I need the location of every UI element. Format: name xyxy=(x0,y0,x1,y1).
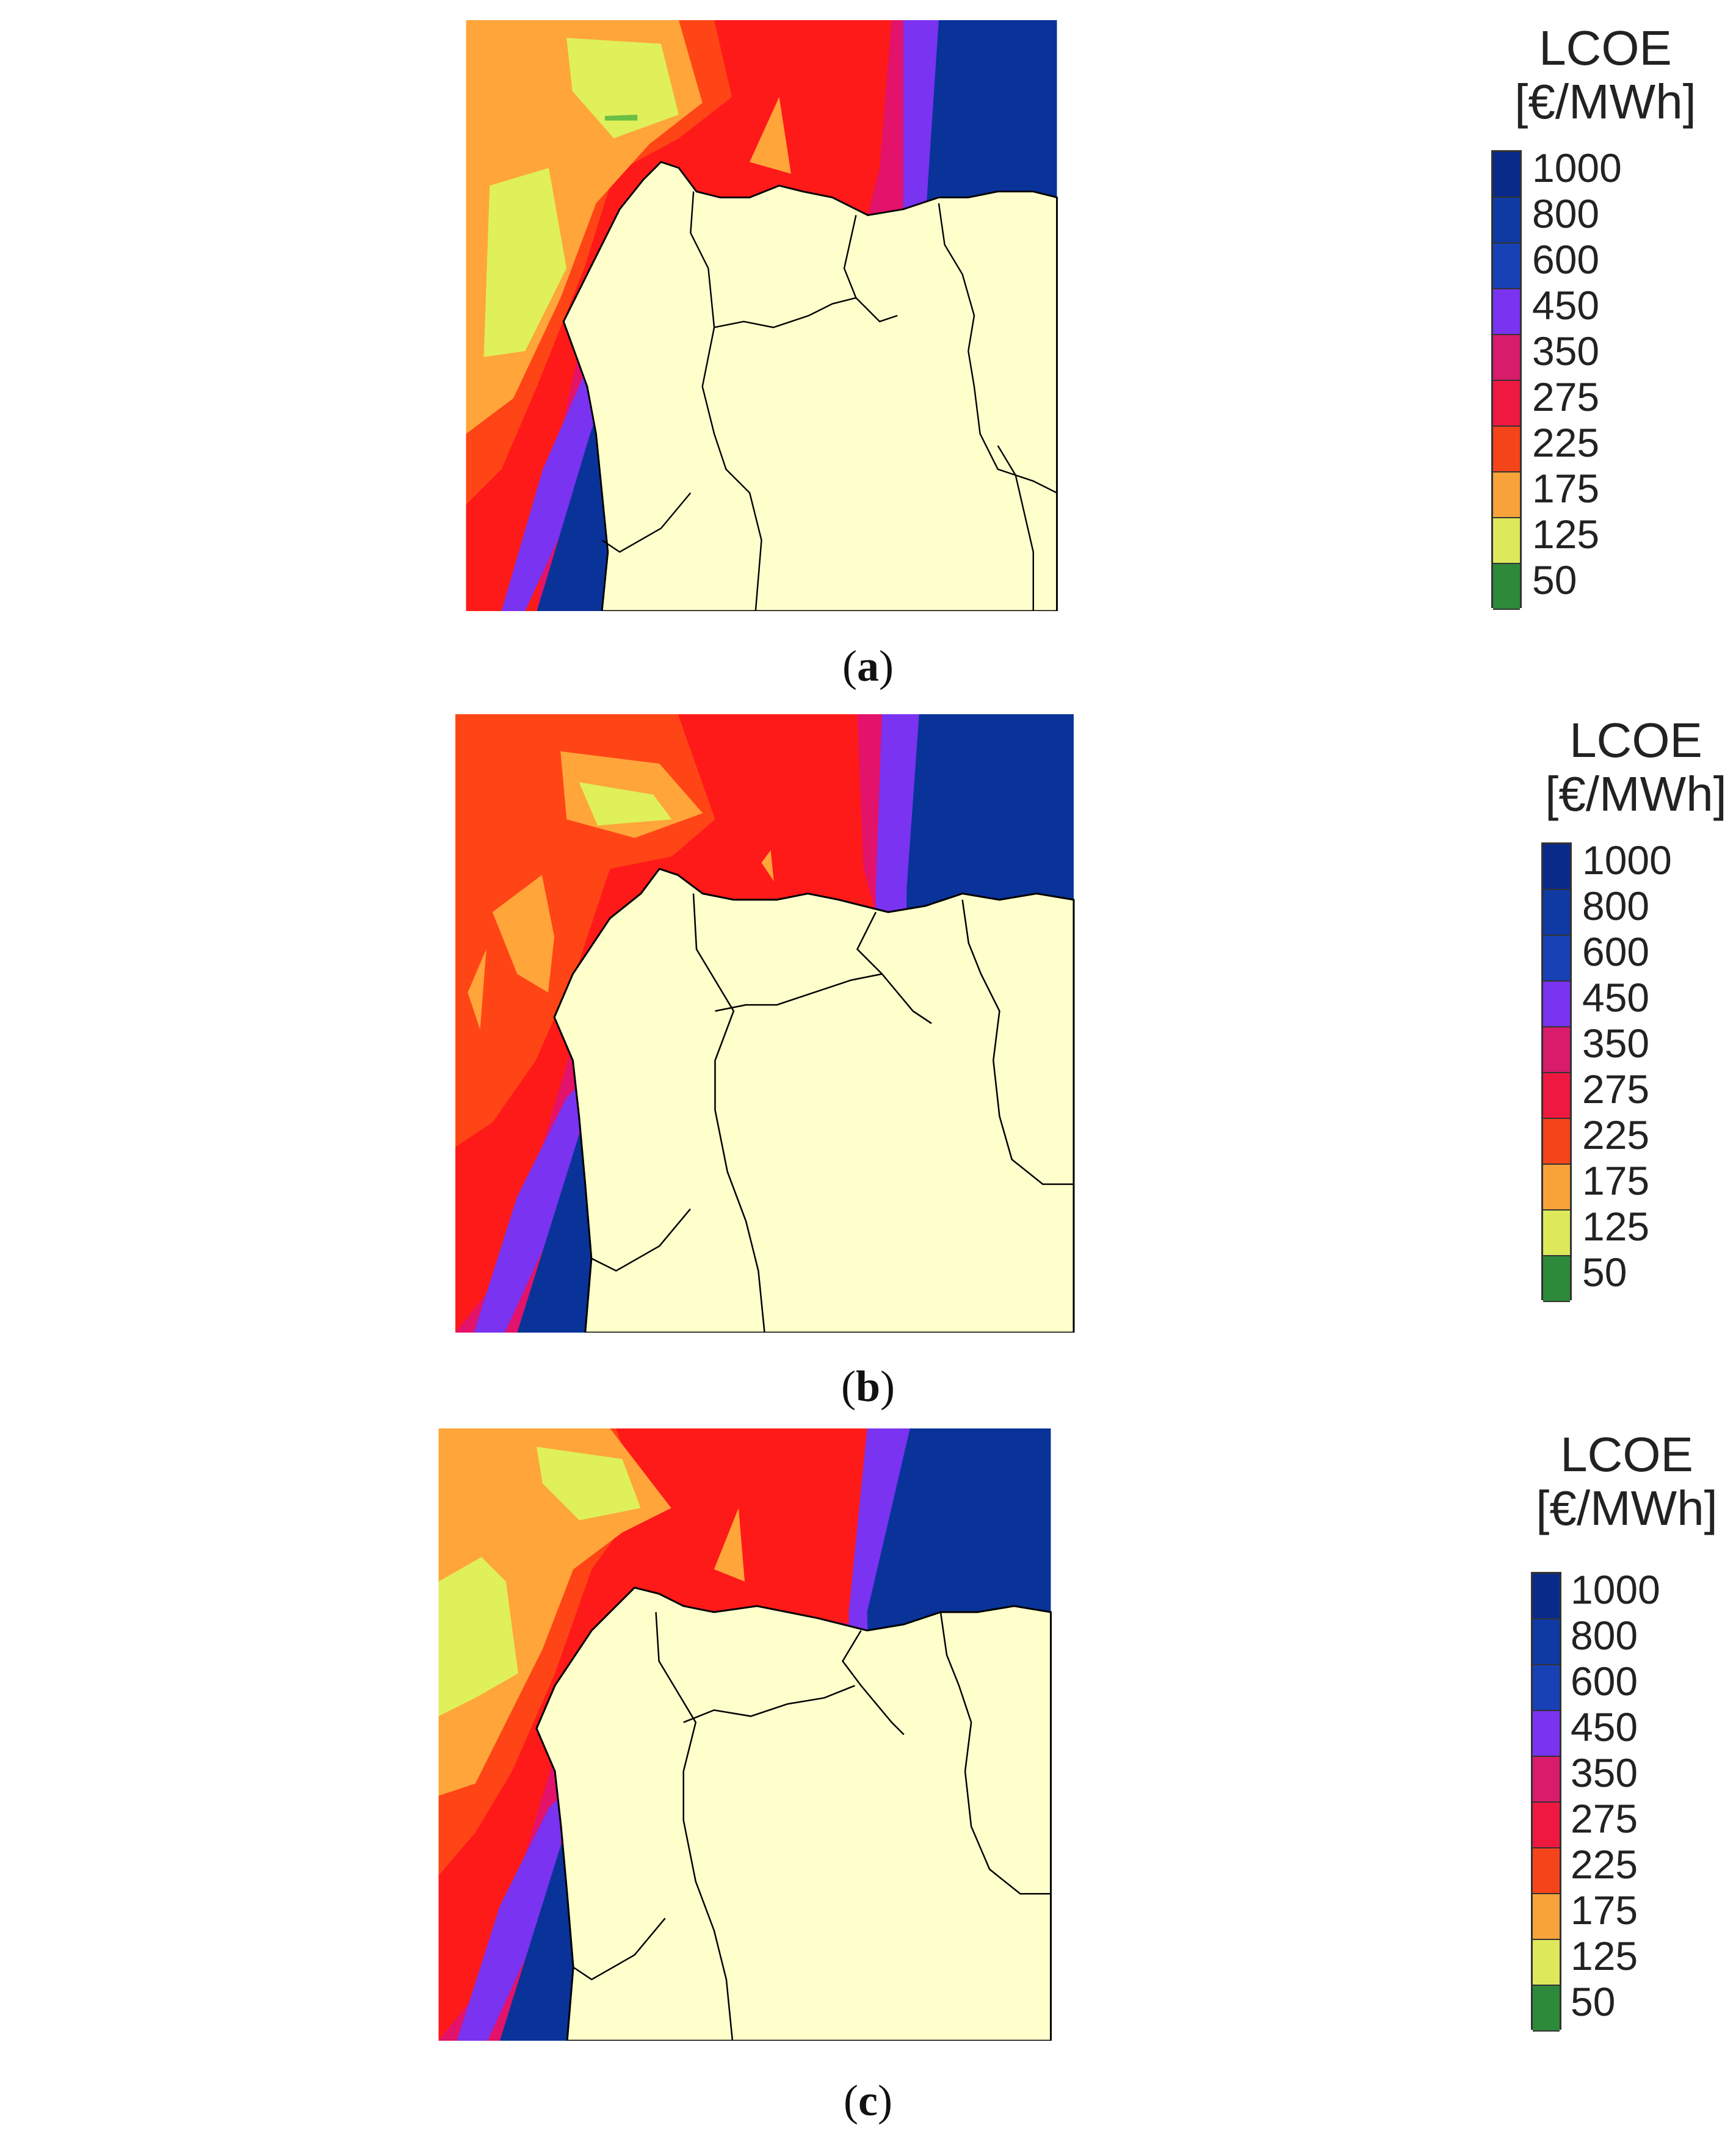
legend-tick-label: 600 xyxy=(1571,1659,1638,1704)
legend-tick-label: 175 xyxy=(1582,1158,1650,1203)
legend-unit: [€/MWh] xyxy=(1514,74,1696,129)
lcoe-map-b xyxy=(455,714,1075,1333)
legend-unit: [€/MWh] xyxy=(1536,1481,1718,1535)
legend-color-step xyxy=(1543,1165,1570,1211)
lcoe-map-a xyxy=(466,20,1058,611)
legend-tick-label: 600 xyxy=(1582,929,1650,974)
legend-tick-label: 225 xyxy=(1582,1112,1650,1157)
legend-color-step xyxy=(1493,427,1520,472)
legend-tick-label: 1000 xyxy=(1571,1567,1660,1612)
lcoe-map-c xyxy=(438,1428,1052,2041)
legend-tick-label: 125 xyxy=(1532,512,1600,557)
legend-color-step xyxy=(1533,1665,1560,1711)
legend-color-step xyxy=(1543,1211,1570,1256)
legend-tick-label: 600 xyxy=(1532,237,1600,282)
legend-color-step xyxy=(1543,982,1570,1027)
caption-a: (a) xyxy=(842,642,894,690)
legend-tick-label: 225 xyxy=(1532,420,1600,465)
legend-tick-label: 225 xyxy=(1571,1842,1638,1887)
legend-color-step xyxy=(1493,152,1520,198)
legend-color-step xyxy=(1543,936,1570,982)
legend-color-step xyxy=(1493,335,1520,381)
legend-colorbar xyxy=(1541,842,1572,1302)
legend-color-step xyxy=(1493,472,1520,518)
legend-colorbar xyxy=(1531,1572,1561,2032)
legend-color-step xyxy=(1543,1256,1570,1302)
legend-color-step xyxy=(1493,244,1520,289)
legend-color-step xyxy=(1533,1574,1560,1620)
legend-color-step xyxy=(1533,1986,1560,2032)
legend-color-step xyxy=(1533,1894,1560,1940)
legend-title: LCOE xyxy=(1569,713,1702,767)
legend-tick-label: 50 xyxy=(1571,1979,1616,2024)
legend-color-step xyxy=(1543,844,1570,890)
legend-tick-label: 175 xyxy=(1532,466,1600,511)
legend-tick-label: 800 xyxy=(1582,883,1650,928)
caption-b: (b) xyxy=(841,1362,895,1411)
legend-color-step xyxy=(1493,381,1520,427)
legend-color-step xyxy=(1533,1620,1560,1665)
legend-unit: [€/MWh] xyxy=(1545,767,1727,821)
legend-tick-label: 275 xyxy=(1571,1796,1638,1841)
caption-c: (c) xyxy=(844,2076,892,2125)
land-area xyxy=(562,161,1058,611)
legend-tick-label: 125 xyxy=(1582,1204,1650,1249)
legend-tick-label: 450 xyxy=(1582,975,1650,1020)
legend-tick-label: 800 xyxy=(1532,191,1600,236)
region-borders xyxy=(591,893,1074,1333)
legend-tick-label: 350 xyxy=(1571,1750,1638,1795)
legend-color-step xyxy=(1493,289,1520,335)
legend-tick-label: 450 xyxy=(1571,1704,1638,1750)
legend-color-step xyxy=(1493,518,1520,564)
legend-tick-label: 1000 xyxy=(1532,145,1622,190)
legend-tick-label: 1000 xyxy=(1582,838,1672,883)
legend-color-step xyxy=(1533,1803,1560,1848)
legend-color-step xyxy=(1533,1711,1560,1757)
legend-title: LCOE xyxy=(1539,21,1672,75)
legend-tick-label: 350 xyxy=(1532,328,1600,374)
legend-tick-label: 450 xyxy=(1532,283,1600,328)
region-borders xyxy=(573,1612,1051,2041)
region-borders xyxy=(601,191,1058,611)
legend-tick-label: 50 xyxy=(1582,1250,1627,1295)
legend-color-step xyxy=(1533,1848,1560,1894)
legend-color-step xyxy=(1493,198,1520,244)
legend-color-step xyxy=(1543,890,1570,936)
legend-tick-label: 350 xyxy=(1582,1021,1650,1066)
legend-color-step xyxy=(1493,564,1520,610)
land-area xyxy=(553,867,1075,1333)
legend-tick-label: 275 xyxy=(1582,1066,1650,1112)
legend-color-step xyxy=(1543,1119,1570,1165)
legend-tick-label: 50 xyxy=(1532,557,1577,603)
legend-tick-label: 275 xyxy=(1532,374,1600,419)
legend-title: LCOE xyxy=(1560,1427,1693,1482)
land-area xyxy=(535,1587,1052,2041)
legend-color-step xyxy=(1543,1073,1570,1119)
legend-tick-label: 800 xyxy=(1571,1613,1638,1658)
legend-colorbar xyxy=(1491,150,1522,610)
legend-color-step xyxy=(1543,1027,1570,1073)
legend-color-step xyxy=(1533,1940,1560,1986)
legend-color-step xyxy=(1533,1757,1560,1803)
legend-tick-label: 175 xyxy=(1571,1888,1638,1933)
legend-tick-label: 125 xyxy=(1571,1933,1638,1978)
